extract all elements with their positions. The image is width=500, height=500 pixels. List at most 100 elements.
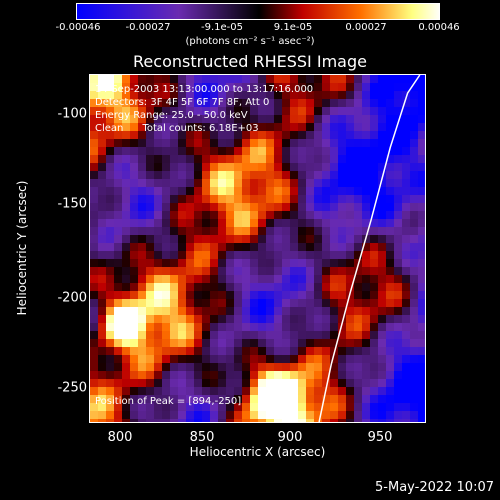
heatmap-cell: [178, 171, 187, 180]
heatmap-cell: [218, 195, 227, 204]
heatmap-cell: [298, 259, 307, 268]
heatmap-cell: [90, 339, 99, 348]
heatmap-cell: [378, 307, 387, 316]
heatmap-cell: [258, 363, 267, 372]
heatmap-cell: [346, 403, 355, 412]
heatmap-cell: [162, 339, 171, 348]
heatmap-cell: [282, 315, 291, 324]
heatmap-cell: [194, 203, 203, 212]
heatmap-cell: [98, 195, 107, 204]
heatmap-cell: [306, 371, 315, 380]
heatmap-cell: [378, 99, 387, 108]
heatmap-cell: [234, 275, 243, 284]
heatmap-cell: [170, 395, 179, 404]
heatmap-cell: [338, 363, 347, 372]
heatmap-cell: [202, 75, 211, 84]
heatmap-cell: [354, 227, 363, 236]
heatmap-cell: [338, 187, 347, 196]
heatmap-cell: [386, 259, 395, 268]
heatmap-cell: [162, 291, 171, 300]
heatmap-cell: [146, 123, 155, 132]
heatmap-cell: [218, 323, 227, 332]
heatmap-cell: [170, 75, 179, 84]
heatmap-cell: [130, 371, 139, 380]
heatmap-cell: [298, 147, 307, 156]
heatmap-cell: [226, 307, 235, 316]
heatmap-cell: [290, 411, 299, 420]
heatmap-cell: [338, 107, 347, 116]
heatmap-cell: [298, 363, 307, 372]
heatmap-cell: [218, 339, 227, 348]
heatmap-cell: [282, 403, 291, 412]
heatmap-cell: [114, 115, 123, 124]
heatmap-cell: [170, 331, 179, 340]
heatmap-cell: [306, 139, 315, 148]
heatmap-cell: [362, 155, 371, 164]
heatmap-cell: [274, 203, 283, 212]
heatmap-cell: [330, 123, 339, 132]
heatmap-cell: [314, 91, 323, 100]
heatmap-cell: [226, 107, 235, 116]
heatmap-cell: [114, 235, 123, 244]
heatmap-cell: [138, 227, 147, 236]
heatmap-cell: [346, 75, 355, 84]
heatmap-cell: [370, 211, 379, 220]
heatmap-cell: [178, 339, 187, 348]
heatmap-cell: [90, 259, 99, 268]
heatmap-cell: [98, 299, 107, 308]
heatmap-cell: [194, 251, 203, 260]
heatmap-cell: [98, 115, 107, 124]
heatmap-cell: [210, 83, 219, 92]
heatmap-cell: [362, 315, 371, 324]
heatmap-cell: [266, 123, 275, 132]
heatmap-cell: [138, 99, 147, 108]
heatmap-cell: [410, 267, 419, 276]
heatmap-cell: [202, 163, 211, 172]
heatmap-cell: [162, 371, 171, 380]
heatmap-cell: [146, 83, 155, 92]
heatmap-cell: [354, 315, 363, 324]
heatmap-cell: [410, 379, 419, 388]
heatmap-cell: [410, 395, 419, 404]
heatmap-cell: [394, 291, 403, 300]
heatmap-cell: [274, 339, 283, 348]
heatmap-cell: [98, 99, 107, 108]
heatmap-cell: [154, 83, 163, 92]
heatmap-cell: [250, 123, 259, 132]
heatmap-cell: [242, 163, 251, 172]
heatmap-cell: [338, 75, 347, 84]
heatmap-cell: [250, 331, 259, 340]
heatmap-cell: [306, 195, 315, 204]
heatmap-cell: [122, 251, 131, 260]
heatmap-cell: [90, 363, 99, 372]
heatmap-cell: [170, 91, 179, 100]
heatmap-cell: [266, 227, 275, 236]
heatmap-cell: [386, 171, 395, 180]
heatmap-cell: [98, 403, 107, 412]
heatmap-cell: [402, 139, 411, 148]
heatmap-cell: [274, 155, 283, 164]
heatmap-cell: [106, 139, 115, 148]
heatmap-cell: [362, 83, 371, 92]
heatmap-cell: [162, 243, 171, 252]
heatmap-cell: [362, 203, 371, 212]
colorbar: [76, 3, 440, 20]
heatmap-cell: [170, 203, 179, 212]
heatmap-cell: [378, 243, 387, 252]
heatmap-cell: [418, 155, 425, 164]
heatmap-cell: [226, 275, 235, 284]
heatmap-cell: [322, 235, 331, 244]
heatmap-cell: [250, 355, 259, 364]
heatmap-cell: [418, 131, 425, 140]
heatmap-cell: [138, 275, 147, 284]
heatmap-cell: [162, 419, 171, 422]
heatmap-cell: [282, 331, 291, 340]
heatmap-cell: [386, 339, 395, 348]
heatmap-cell: [146, 243, 155, 252]
heatmap-cell: [330, 211, 339, 220]
heatmap-cell: [282, 267, 291, 276]
heatmap-cell: [370, 403, 379, 412]
heatmap-cell: [394, 155, 403, 164]
heatmap-cell: [274, 211, 283, 220]
heatmap-cell: [402, 411, 411, 420]
